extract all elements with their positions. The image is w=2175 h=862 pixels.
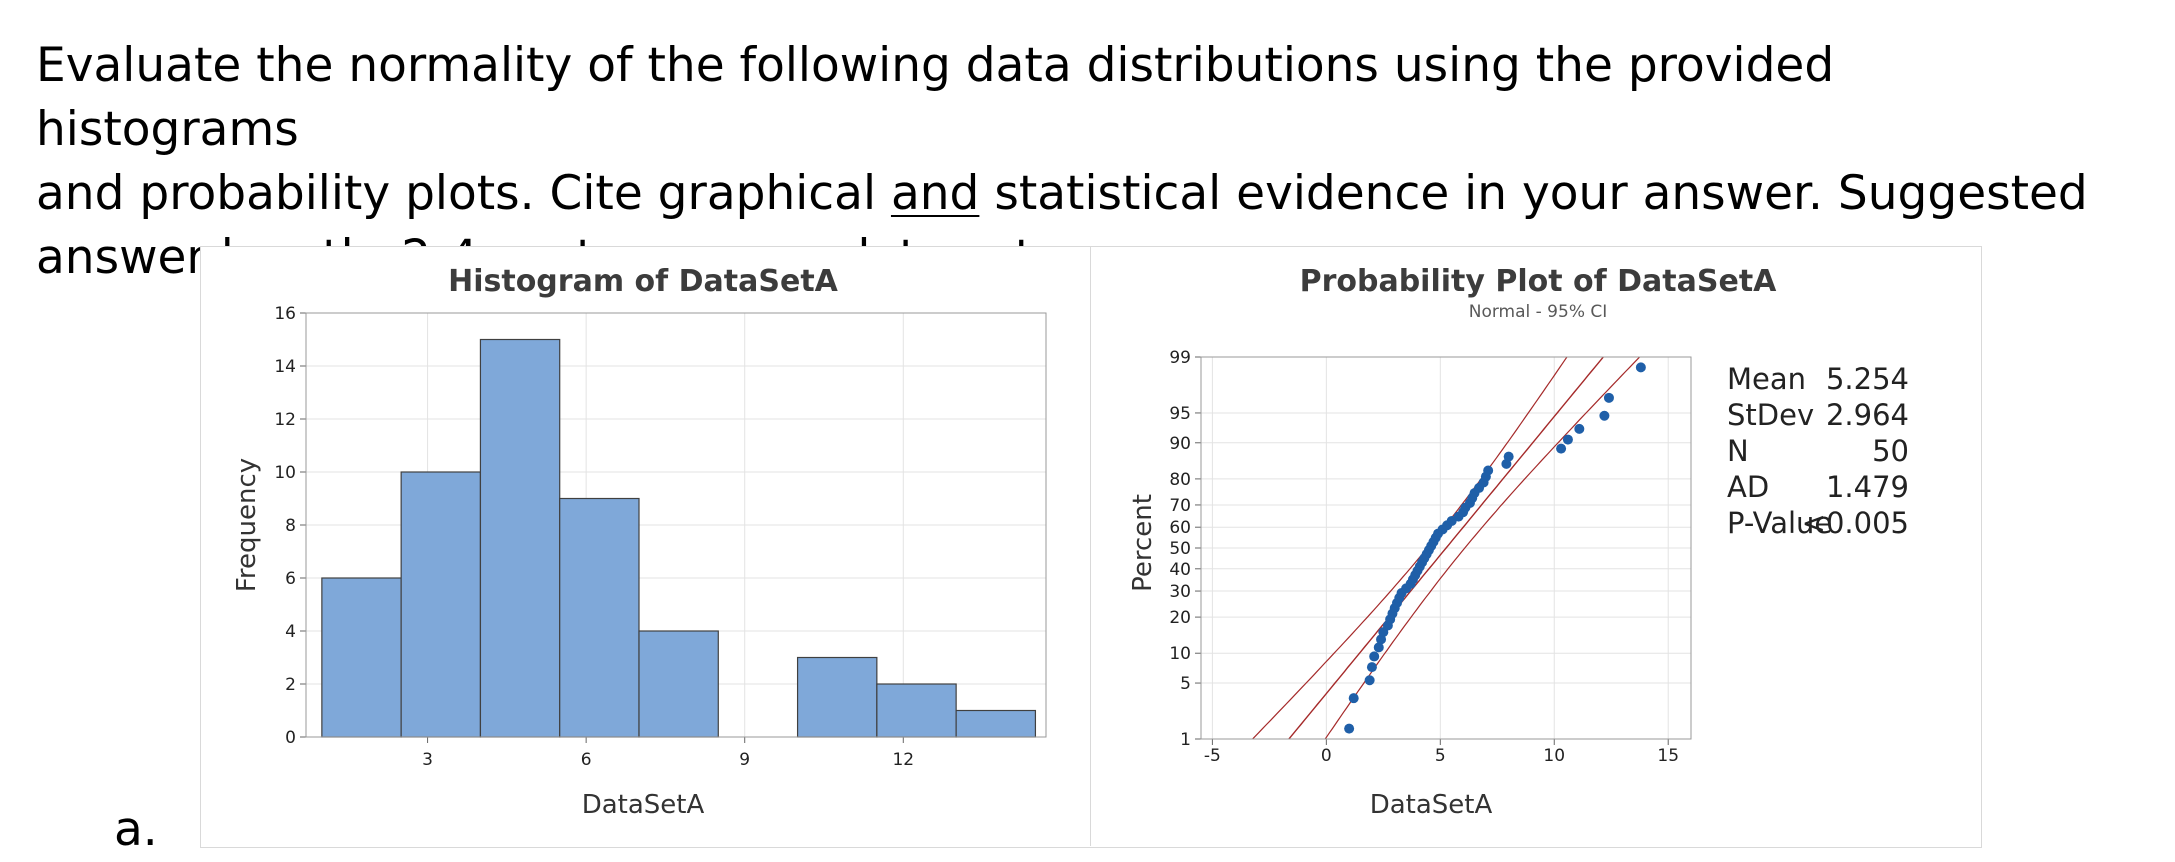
probplot-stat-label: StDev (1727, 398, 1814, 432)
prompt-line-2b: statistical evidence in your answer. Sug… (979, 166, 2088, 221)
probplot-xtick-label: -5 (1204, 746, 1221, 766)
histogram-bar (796, 656, 878, 738)
histogram-bar (876, 683, 957, 738)
probplot-stat-value: 5.254 (1826, 362, 1909, 396)
probplot-plot-area (1200, 356, 1692, 740)
histogram-bar (559, 497, 640, 738)
probplot-point (1603, 392, 1614, 403)
probplot-subtitle: Normal - 95% CI (1469, 302, 1608, 322)
probplot-point (1366, 662, 1377, 673)
probplot-fit-line (1287, 357, 1605, 739)
probplot-xlabel: DataSetA (1370, 790, 1493, 820)
probplot-ytick-label: 1 (1180, 730, 1191, 750)
probplot-stat-label: Mean (1727, 362, 1806, 396)
histogram-xtick-label: 6 (581, 750, 592, 770)
probplot-xtick-label: 10 (1543, 746, 1565, 766)
probplot-stat-value: <0.005 (1802, 506, 1909, 540)
probplot-stat-label: N (1727, 434, 1749, 468)
histogram-xtick-label: 12 (892, 750, 914, 770)
probability-plot-chart: Probability Plot of DataSetA Normal - 95… (1128, 264, 1909, 820)
prompt-line-2a: and probability plots. Cite graphical (36, 166, 891, 221)
probplot-ytick-label: 99 (1169, 348, 1191, 368)
histogram-ylabel: Frequency (232, 458, 262, 592)
histogram-ytick-label: 10 (274, 463, 296, 483)
histogram-xtick-label: 9 (739, 750, 750, 770)
histogram-xtick-label: 3 (422, 750, 433, 770)
probplot-ytick-label: 50 (1169, 539, 1191, 559)
histogram-bar (638, 630, 719, 738)
probplot-stats-table: Mean 5.254 StDev 2.964 N 50 AD 1.479P-Value<0.0… (1727, 362, 1909, 540)
prompt-line-1: Evaluate the normality of the following … (36, 38, 1835, 157)
probplot-ytick-label: 30 (1169, 582, 1191, 602)
probplot-xtick-label: 15 (1657, 746, 1679, 766)
item-label: a. (114, 802, 158, 857)
histogram-ytick-label: 12 (274, 410, 296, 430)
histogram-title: Histogram of DataSetA (448, 264, 839, 299)
histogram-ytick-label: 2 (285, 675, 296, 695)
histogram-bar (321, 577, 402, 738)
probplot-point (1348, 693, 1359, 704)
probplot-point (1503, 451, 1514, 462)
probplot-stat-label: AD (1727, 470, 1769, 504)
probplot-ylabel: Percent (1128, 494, 1158, 592)
probplot-stat-value: 2.964 (1826, 398, 1909, 432)
histogram-ytick-label: 14 (274, 357, 296, 377)
probplot-ytick-label: 60 (1169, 518, 1191, 538)
histogram-chart: Histogram of DataSetA DataSetA Frequency… (232, 264, 1047, 820)
probplot-ytick-label: 10 (1169, 644, 1191, 664)
probplot-point (1635, 362, 1646, 373)
probplot-point (1599, 410, 1610, 421)
probplot-point (1562, 434, 1573, 445)
probplot-point (1373, 642, 1384, 653)
probplot-ytick-label: 70 (1169, 496, 1191, 516)
histogram-ytick-label: 8 (285, 516, 296, 536)
probplot-ytick-label: 20 (1169, 608, 1191, 628)
histogram-ytick-label: 6 (285, 569, 296, 589)
probplot-point (1369, 651, 1380, 662)
probplot-ci-lower (1324, 357, 1641, 739)
probplot-ytick-label: 5 (1180, 674, 1191, 694)
histogram-xlabel: DataSetA (582, 790, 705, 820)
probplot-xtick-label: 0 (1321, 746, 1332, 766)
histogram-ytick-label: 0 (285, 728, 296, 748)
probplot-point (1556, 443, 1567, 454)
probplot-stat-value: 50 (1872, 434, 1909, 468)
histogram-bar (955, 709, 1037, 738)
histogram-ytick-label: 16 (274, 304, 296, 324)
probplot-point (1364, 675, 1375, 686)
probplot-stat-label: P-Value (1727, 506, 1832, 540)
probplot-point (1344, 723, 1355, 734)
histogram-plot-area (305, 312, 1047, 738)
histogram-bar (479, 338, 561, 738)
probplot-point (1574, 423, 1585, 434)
probplot-ytick-label: 80 (1169, 470, 1191, 490)
probplot-ytick-label: 95 (1169, 404, 1191, 424)
probplot-ytick-label: 90 (1169, 434, 1191, 454)
probplot-xtick-label: 5 (1435, 746, 1446, 766)
probplot-point (1483, 465, 1494, 476)
probplot-stat-value: 1.479 (1826, 470, 1909, 504)
histogram-bar (400, 471, 482, 738)
probplot-title: Probability Plot of DataSetA (1300, 264, 1778, 299)
prompt-underlined-and: and (890, 166, 980, 221)
panel-divider (1090, 246, 1091, 846)
histogram-ytick-label: 4 (285, 622, 296, 642)
probplot-ytick-label: 40 (1169, 560, 1191, 580)
